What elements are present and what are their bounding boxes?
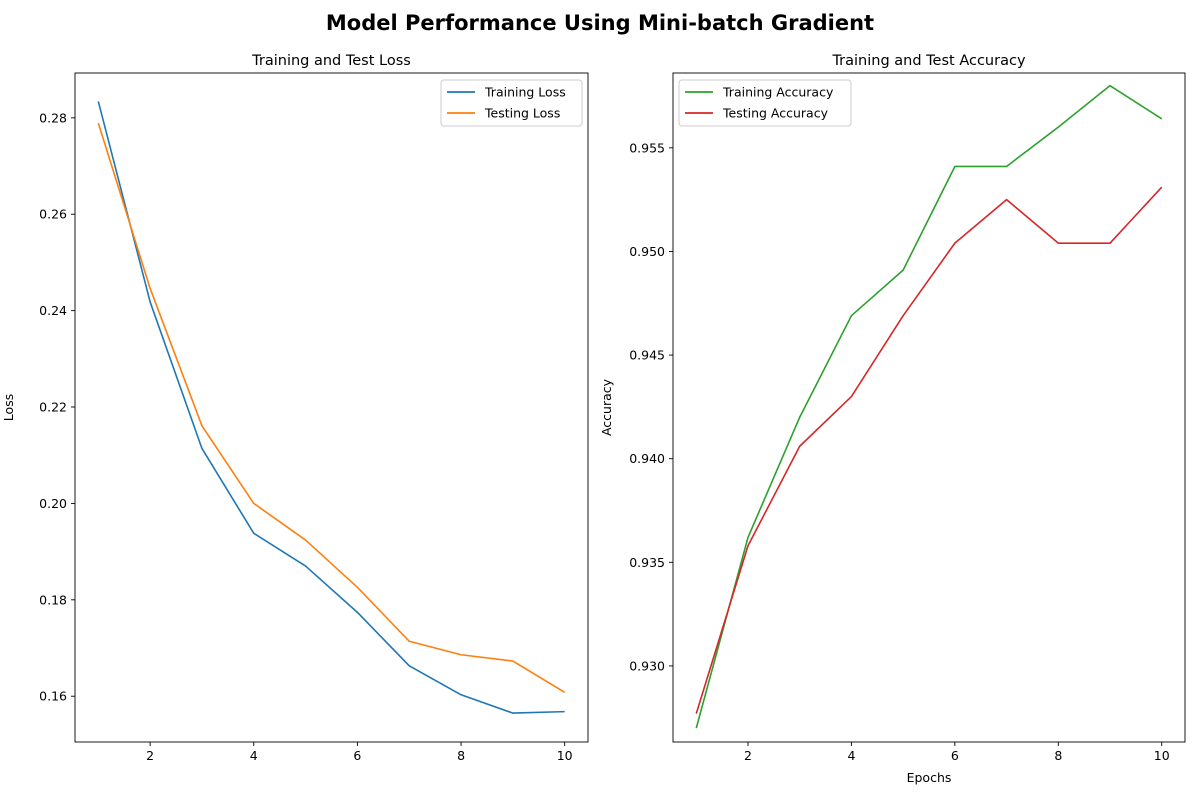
y-tick-label: 0.935 (629, 555, 665, 570)
y-tick-label: 0.28 (39, 110, 67, 125)
y-tick-label: 0.950 (629, 244, 665, 259)
y-tick-label: 0.18 (39, 592, 67, 607)
legend-label: Training Accuracy (722, 85, 834, 100)
legend-box (440, 79, 583, 127)
x-tick-label: 2 (146, 748, 154, 763)
plot-frame (672, 72, 1186, 743)
y-axis-label: Accuracy (599, 378, 614, 436)
y-tick-label: 0.20 (39, 496, 67, 511)
series-line-training-loss (97, 101, 565, 714)
x-tick-label: 10 (557, 748, 573, 763)
legend-box (678, 79, 852, 127)
y-axis-label: Loss (1, 394, 16, 421)
subplot-title-loss: Training and Test Loss (251, 53, 411, 69)
legend-label: Training Loss (484, 85, 566, 100)
subplot-title-accuracy: Training and Test Accuracy (831, 53, 1025, 69)
series-line-testing-accuracy (695, 186, 1163, 714)
plot-frame (74, 72, 589, 743)
y-tick-label: 0.24 (39, 303, 67, 318)
x-tick-label: 10 (1154, 748, 1170, 763)
series-line-training-accuracy (695, 84, 1163, 729)
subplot-loss: Training and Test Loss 2 4 6 8 10 0.16 0.18 0.20… (1, 53, 589, 763)
x-tick-label: 6 (951, 748, 959, 763)
x-tick-label: 4 (847, 748, 855, 763)
y-tick-label: 0.940 (629, 451, 665, 466)
series-line-testing-loss (97, 122, 566, 694)
y-tick-label: 0.22 (39, 400, 67, 415)
x-tick-label: 6 (353, 748, 361, 763)
legend-label: Testing Accuracy (722, 106, 829, 121)
y-tick-label: 0.955 (629, 140, 665, 155)
x-axis-label: Epochs (907, 770, 952, 785)
legend-label: Testing Loss (484, 106, 560, 121)
y-tick-label: 0.26 (39, 207, 67, 222)
y-tick-label: 0.945 (629, 348, 665, 363)
figure-title: Model Performance Using Mini-batch Gradi… (325, 11, 875, 35)
y-tick-label: 0.930 (629, 658, 665, 673)
y-tick-label: 0.16 (39, 689, 67, 704)
x-tick-label: 8 (1054, 748, 1062, 763)
x-tick-label: 8 (457, 748, 465, 763)
x-tick-label: 2 (744, 748, 752, 763)
x-tick-label: 4 (250, 748, 258, 763)
legend: Training Accuracy Testing Accuracy (678, 79, 852, 127)
subplot-accuracy: Training and Test Accuracy 2 4 6 8 10 0.930 0.9… (599, 53, 1186, 785)
legend: Training Loss Testing Loss (440, 79, 583, 127)
